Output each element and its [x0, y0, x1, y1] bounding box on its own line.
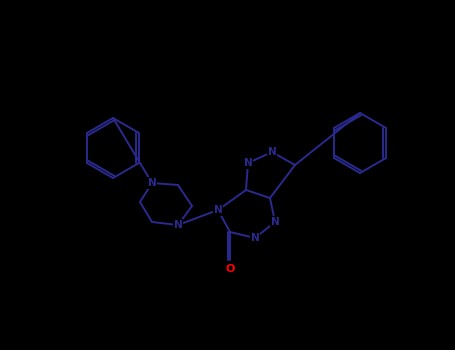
Text: N: N: [271, 217, 279, 227]
Text: N: N: [268, 147, 276, 157]
Text: N: N: [251, 233, 259, 243]
Text: N: N: [214, 205, 222, 215]
Text: N: N: [147, 178, 157, 188]
Text: O: O: [225, 264, 235, 274]
Text: N: N: [174, 220, 182, 230]
Text: N: N: [243, 158, 253, 168]
